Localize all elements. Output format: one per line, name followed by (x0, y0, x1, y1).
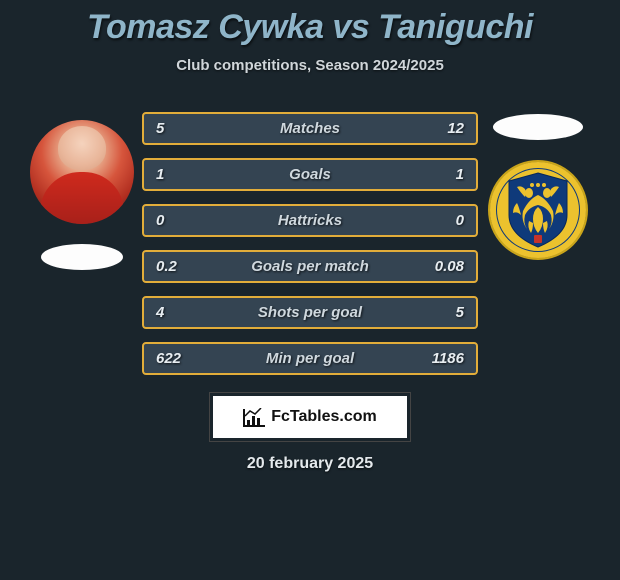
player-right-shadow (493, 114, 583, 140)
stat-left-value: 4 (156, 304, 208, 321)
player-left-shadow (41, 244, 123, 270)
eagle-crest-icon (503, 171, 573, 249)
stat-row: 5 Matches 12 (142, 112, 478, 145)
player-right-column (478, 112, 598, 260)
stat-left-value: 1 (156, 166, 208, 183)
footer-text: FcTables.com (271, 408, 377, 426)
date-text: 20 february 2025 (0, 455, 620, 473)
stat-left-value: 622 (156, 350, 208, 367)
chart-icon (243, 407, 265, 427)
stat-row: 1 Goals 1 (142, 158, 478, 191)
stat-row: 0.2 Goals per match 0.08 (142, 250, 478, 283)
player-left-column (22, 112, 142, 270)
stat-right-value: 12 (412, 120, 464, 137)
stat-right-value: 1186 (412, 350, 464, 367)
player-left-avatar (30, 120, 134, 224)
stat-row: 4 Shots per goal 5 (142, 296, 478, 329)
stat-row: 0 Hattricks 0 (142, 204, 478, 237)
stat-row: 622 Min per goal 1186 (142, 342, 478, 375)
stat-left-value: 0.2 (156, 258, 208, 275)
page-title: Tomasz Cywka vs Taniguchi (0, 8, 620, 47)
club-badge (488, 160, 588, 260)
stats-table: 5 Matches 12 1 Goals 1 0 Hattricks 0 0.2… (142, 112, 478, 375)
footer-badge[interactable]: FcTables.com (210, 393, 410, 441)
stat-right-value: 0 (412, 212, 464, 229)
stat-left-value: 5 (156, 120, 208, 137)
stat-right-value: 1 (412, 166, 464, 183)
stat-right-value: 0.08 (412, 258, 464, 275)
stat-right-value: 5 (412, 304, 464, 321)
subtitle: Club competitions, Season 2024/2025 (0, 57, 620, 74)
stat-left-value: 0 (156, 212, 208, 229)
